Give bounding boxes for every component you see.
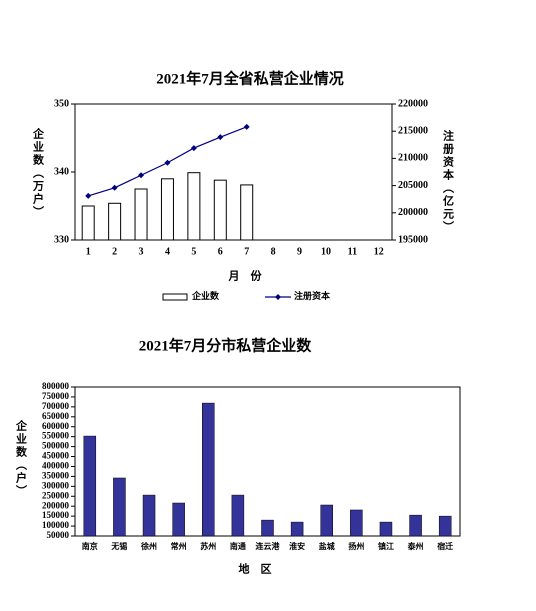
bar [187,172,201,241]
y-tick-label: 700000 [42,401,70,411]
marker [243,123,250,130]
y-tick-label: 350000 [42,470,70,480]
marker [217,134,224,141]
marker [190,145,197,152]
y-tick-label: 340 [54,166,69,177]
x-tick-label: 无锡 [110,541,127,551]
y-tick-label: 100000 [42,520,70,530]
marker [138,172,145,179]
y-tick-label: 150000 [42,510,70,520]
x-tick-label: 南京 [82,541,98,551]
bar [438,515,452,537]
x-tick-label: 1 [86,246,91,257]
x-tick-label: 11 [348,246,357,257]
x-tick-label: 10 [321,246,331,257]
x-tick-label: 泰州 [407,541,424,551]
x-tick-label: 12 [374,246,384,257]
x-axis-label: 月 份 [228,269,263,283]
y2-tick-label: 195000 [398,234,428,245]
x-tick-label: 7 [244,246,249,257]
marker [164,159,171,166]
x-tick-label: 镇江 [378,541,394,551]
bar [108,202,122,241]
bar [379,521,393,537]
x-tick-label: 4 [165,246,170,257]
x-tick-label: 常州 [171,541,187,551]
y-tick-label: 450000 [42,451,70,461]
y-tick-label: 300000 [42,480,70,490]
bar [160,178,174,241]
y-tick-label: 350 [54,98,69,109]
y-tick-label: 400000 [42,461,70,471]
legend-label: 企业数 [191,290,220,301]
bar [350,509,363,537]
bar [81,205,95,241]
bar [261,519,274,537]
x-tick-label: 5 [191,246,196,257]
y-tick-label: 50000 [47,530,70,540]
y-tick-label: 500000 [42,441,70,451]
legend-marker [275,294,281,300]
marker [111,184,118,191]
bar [113,477,126,537]
y-tick-label: 250000 [42,490,70,500]
y-tick-label: 800000 [42,381,70,391]
y2-tick-label: 215000 [398,125,428,136]
y2-tick-label: 200000 [398,207,428,218]
chart-title: 2021年7月分市私营企业数 [139,336,313,354]
y2-tick-label: 210000 [398,153,428,164]
x-axis-label: 地 区 [239,562,272,576]
y2-tick-label: 205000 [398,180,428,191]
x-tick-label: 6 [218,246,223,257]
x-tick-label: 淮安 [289,541,305,551]
x-tick-label: 扬州 [348,541,364,551]
chart-title: 2021年7月全省私营企业情况 [156,69,344,87]
legend-label: 注册资本 [294,290,331,301]
bar [240,184,254,241]
bar [231,494,245,537]
y-axis-label: 企业数（万户） [31,127,45,219]
legend-swatch [162,293,188,301]
y2-tick-label: 220000 [398,98,428,109]
x-tick-label: 连云港 [256,541,281,551]
bar [213,179,227,241]
x-tick-label: 3 [139,246,144,257]
bar [83,435,97,537]
x-tick-label: 苏州 [200,541,216,551]
bar [142,494,156,537]
y-tick-label: 330 [54,234,69,245]
bar [172,502,185,537]
y-tick-label: 200000 [42,500,70,510]
bar [202,402,215,537]
x-tick-label: 8 [271,246,276,257]
y2-axis-label: 注册资本（亿元） [441,129,455,234]
x-tick-label: 9 [297,246,302,257]
bar [290,521,304,537]
bar [409,514,422,537]
x-tick-label: 南通 [230,541,246,551]
bar [134,188,148,241]
x-tick-label: 徐州 [140,541,157,551]
plot-frame [74,103,393,241]
y-tick-label: 600000 [42,421,70,431]
y-tick-label: 750000 [42,391,70,401]
plot-frame [74,386,461,537]
y-axis-label: 企业数（户） [14,419,28,498]
x-tick-label: 宿迁 [437,541,453,551]
y-tick-label: 550000 [42,431,70,441]
x-tick-label: 盐城 [319,541,335,551]
y-tick-label: 650000 [42,411,70,421]
bar [320,504,333,537]
marker [85,192,92,199]
x-tick-label: 2 [112,246,117,257]
